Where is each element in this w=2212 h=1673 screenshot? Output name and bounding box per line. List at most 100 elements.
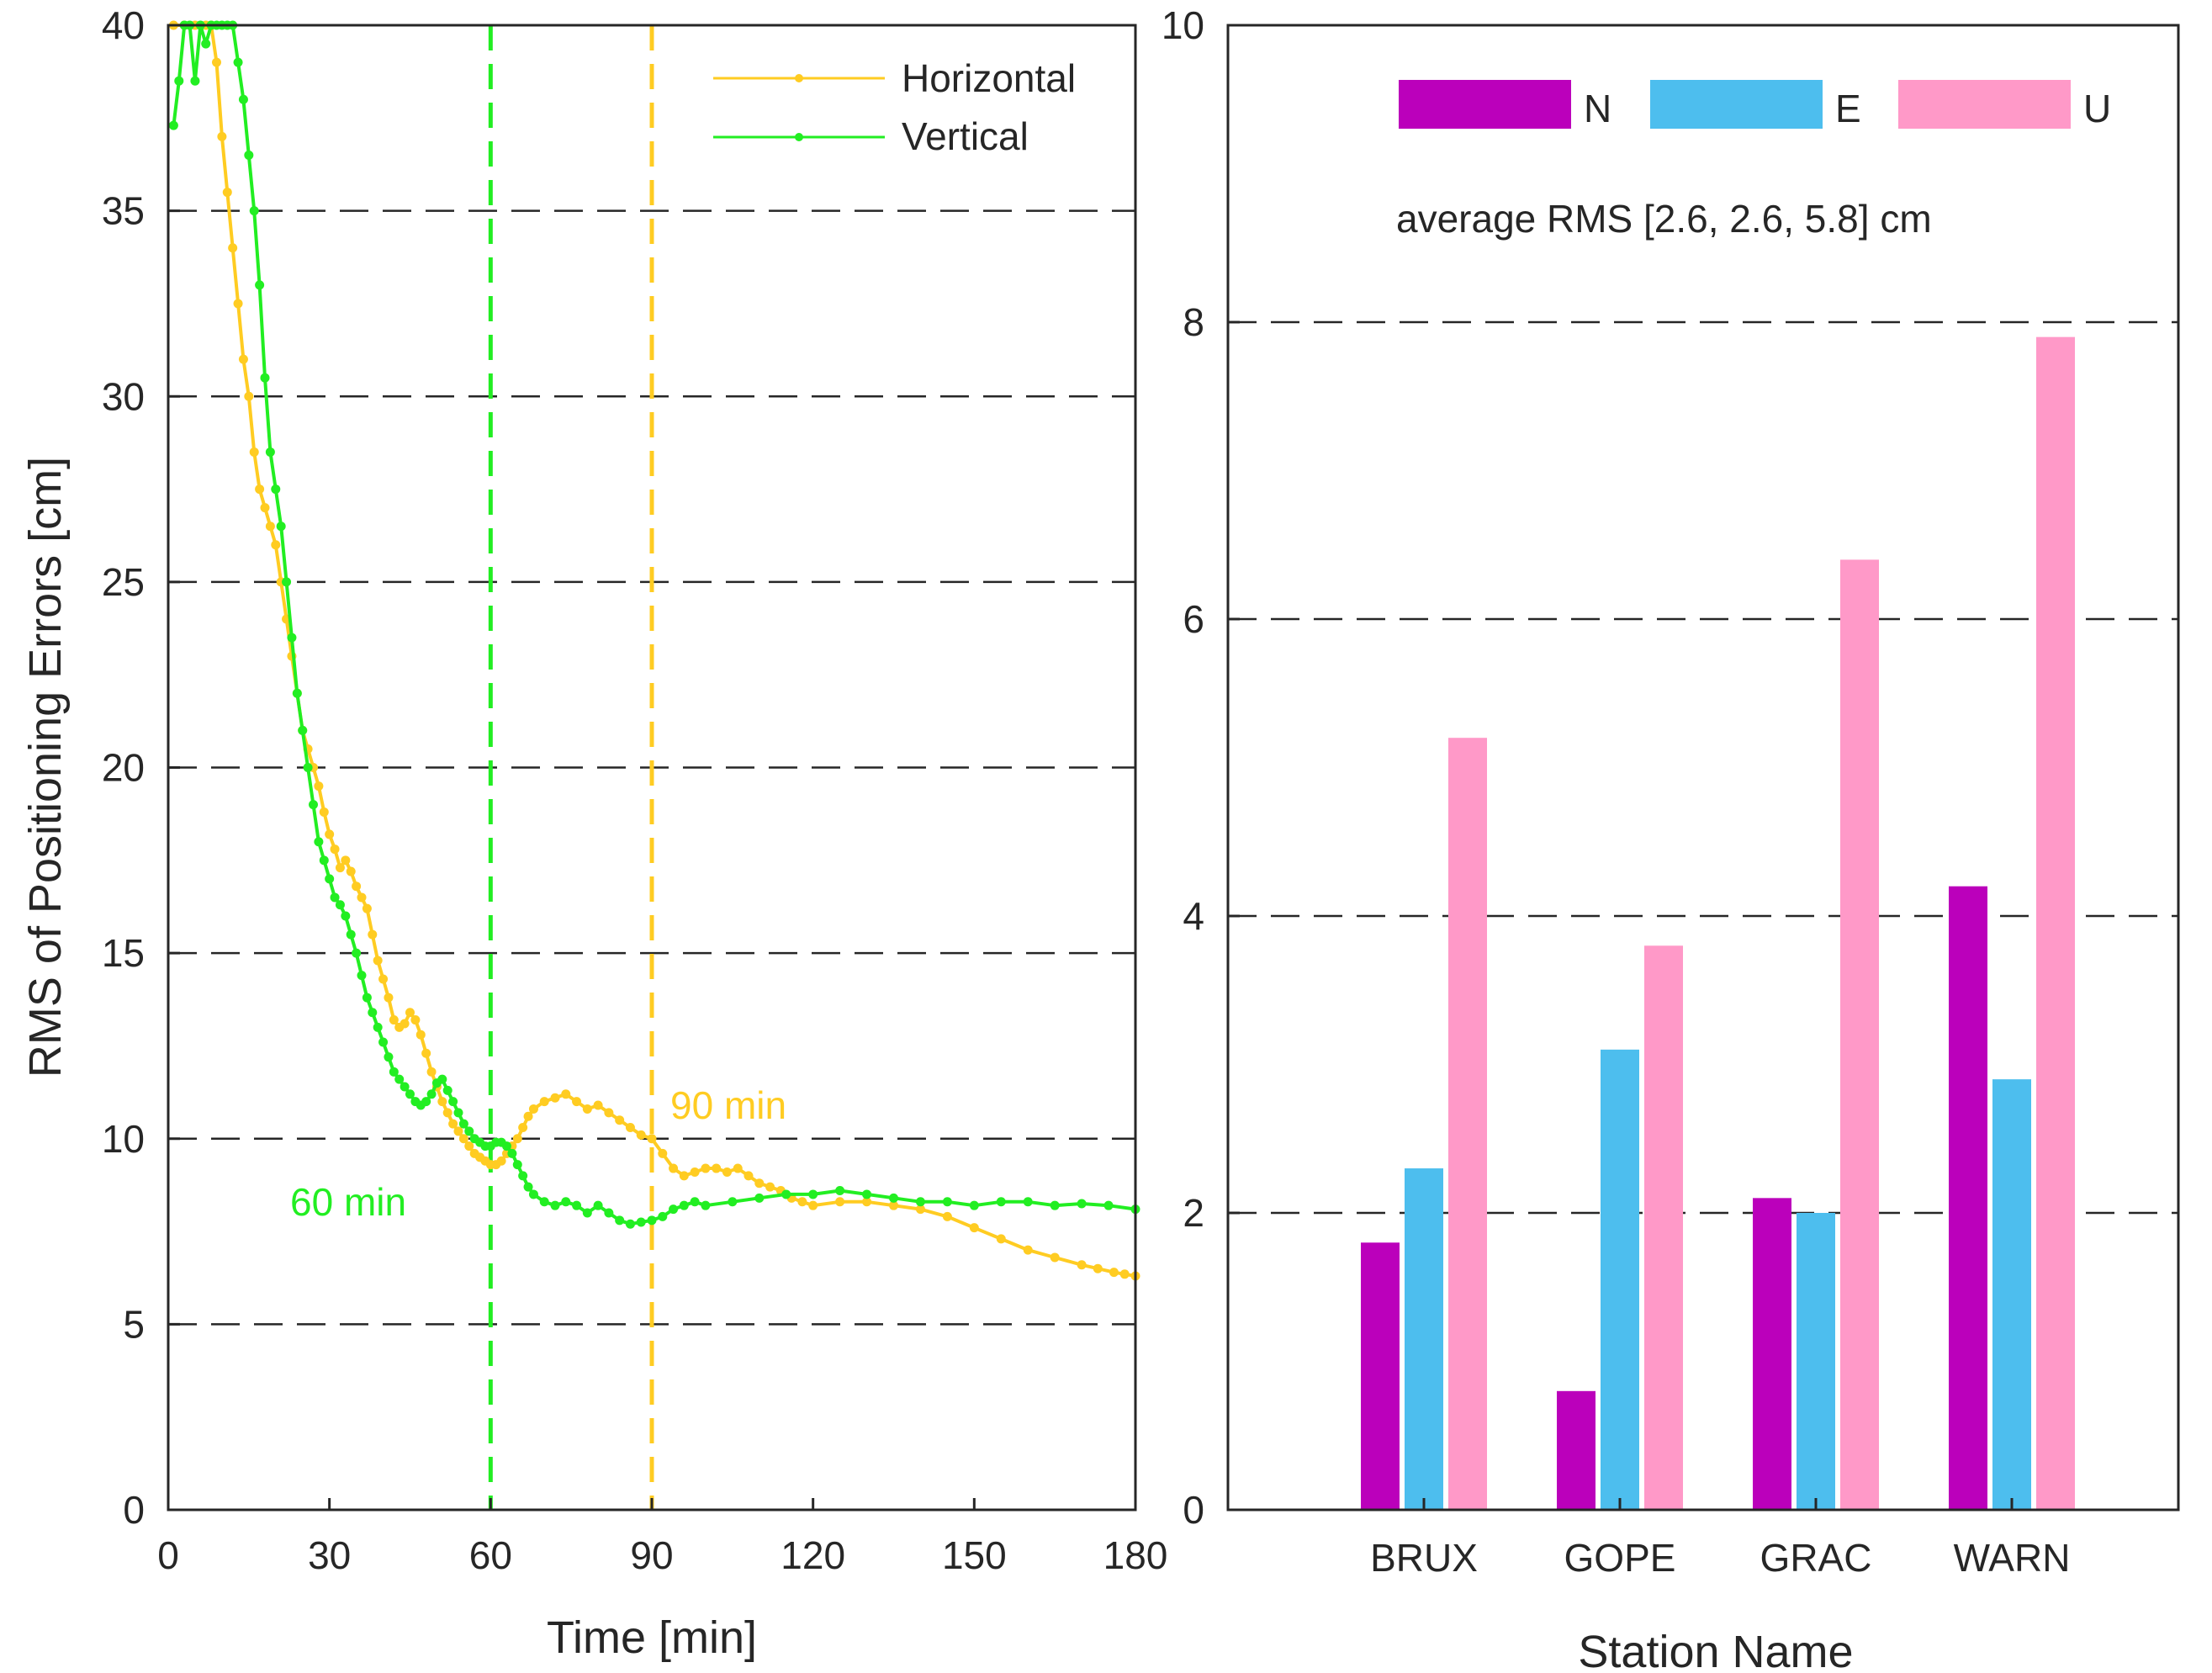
series-point-vertical [502,1141,511,1152]
series-point-horizontal [341,855,351,866]
left-x-tick-label: 90 [630,1533,673,1577]
series-point-vertical [373,1022,383,1032]
series-point-vertical [394,1074,405,1084]
series-point-vertical [464,1126,474,1136]
series-point-horizontal [765,1182,775,1192]
series-point-vertical [352,948,362,958]
series-point-vertical [690,1197,700,1207]
left-ticks: 0 5 10 15 20 25 30 35 40 0 30 60 90 120 150 180 [102,3,1168,1577]
left-y-tick-label: 40 [102,3,145,47]
series-point-vertical [346,929,356,940]
series-point-vertical [405,1089,415,1099]
right-y-tick-label: 10 [1162,3,1204,47]
series-point-vertical [518,1171,528,1181]
series-point-vertical [265,447,275,457]
series-point-vertical [448,1097,458,1107]
series-point-vertical [341,911,351,921]
right-bars [1361,336,2075,1510]
series-point-vertical [421,1097,431,1107]
series-point-horizontal [572,1097,582,1107]
legend-vertical-marker [795,133,803,141]
left-y-tick-label: 10 [102,1117,145,1161]
series-point-vertical [835,1186,845,1196]
series-point-horizontal [690,1167,700,1177]
series-point-horizontal [1119,1269,1130,1279]
series-point-horizontal [415,1030,426,1040]
series-point-vertical [915,1197,925,1207]
bar-warn-e [1992,1079,2031,1510]
legend-horizontal-marker [795,74,803,82]
series-point-horizontal [701,1163,711,1173]
left-y-tick-label: 35 [102,189,145,233]
legend-label-e: E [1835,87,1861,130]
station-label-grac: GRAC [1760,1536,1872,1580]
series-point-vertical [889,1193,898,1203]
series-point-vertical [400,1082,410,1092]
bar-brux-u [1448,738,1487,1510]
series-point-vertical [942,1197,952,1207]
series-point-vertical [658,1211,668,1221]
series-point-vertical [330,892,340,903]
series-point-vertical [426,1089,437,1099]
series-point-vertical [458,1119,468,1129]
series-point-horizontal [464,1141,474,1152]
series-point-vertical [808,1189,818,1199]
series-point-horizontal [330,844,340,855]
series-point-horizontal [260,503,270,513]
series-point-vertical [523,1182,533,1192]
series-point-vertical [507,1148,517,1158]
series-point-horizontal [352,882,362,892]
left-y-tick-label: 5 [123,1302,145,1346]
series-point-horizontal [346,866,356,876]
ref-label-60: 60 min [290,1180,406,1224]
series-point-horizontal [615,1115,625,1125]
series-point-vertical [357,971,367,981]
bar-grac-n [1753,1198,1791,1510]
series-point-horizontal [835,1197,845,1207]
series-point-vertical [238,94,248,104]
station-label-warn: WARN [1954,1536,2071,1580]
series-point-vertical [528,1189,538,1199]
series-point-vertical [298,725,308,735]
series-point-vertical [319,855,329,866]
series-point-horizontal [797,1197,807,1207]
left-x-tick-label: 180 [1103,1533,1168,1577]
series-point-vertical [271,484,281,495]
legend-horizontal-label: Horizontal [902,56,1076,100]
left-x-tick-label: 30 [308,1533,351,1577]
series-point-vertical [572,1200,582,1210]
series-point-horizontal [410,1015,421,1025]
left-x-tick-label: 60 [469,1533,512,1577]
series-point-vertical [550,1200,560,1210]
right-y-tick-label: 4 [1183,894,1204,938]
series-point-horizontal [512,1134,522,1144]
series-point-horizontal [669,1163,679,1173]
series-point-vertical [303,763,313,772]
series-point-horizontal [314,781,324,791]
series-point-vertical [389,1067,399,1077]
series-point-horizontal [233,299,243,309]
series-point-horizontal [325,829,335,839]
left-y-tick-label: 15 [102,931,145,975]
series-point-horizontal [550,1093,560,1103]
series-point-horizontal [421,1048,431,1058]
ref-label-90: 90 min [670,1083,786,1127]
series-point-horizontal [593,1100,603,1110]
series-point-horizontal [582,1104,592,1114]
series-point-horizontal [255,484,265,495]
series-point-horizontal [862,1197,872,1207]
bar-gope-u [1644,945,1683,1510]
series-point-vertical [754,1193,765,1203]
series-point-vertical [384,1052,394,1062]
station-label-brux: BRUX [1370,1536,1478,1580]
right-y-tick-label: 2 [1183,1191,1204,1235]
series-point-vertical [201,39,211,49]
series-point-horizontal [217,131,227,141]
series-point-horizontal [405,1008,415,1018]
series-point-horizontal [1077,1260,1087,1270]
series-point-horizontal [539,1097,549,1107]
series-point-vertical [453,1108,463,1118]
series-point-vertical [669,1204,679,1215]
series-point-horizontal [437,1097,447,1107]
left-y-tick-label: 25 [102,560,145,604]
